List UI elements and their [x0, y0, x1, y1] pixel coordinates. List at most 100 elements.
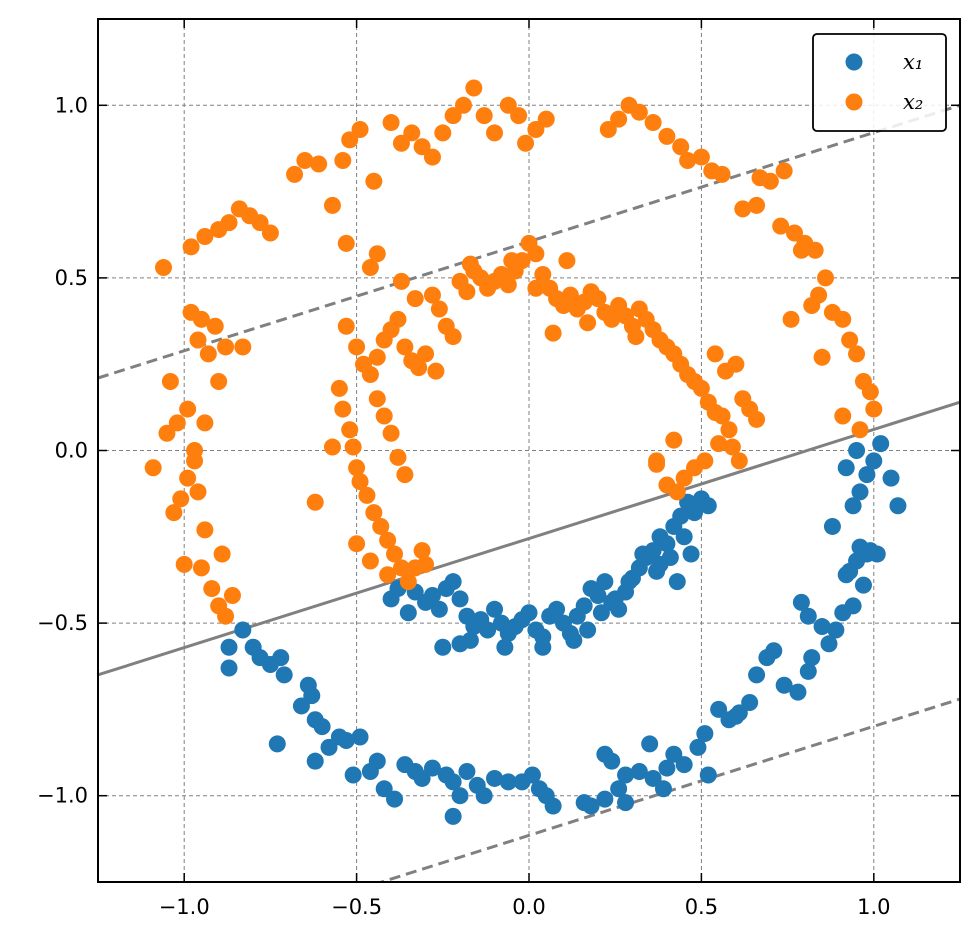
point-series-1 — [306, 752, 324, 770]
point-series-2 — [361, 552, 379, 570]
point-series-2 — [710, 435, 728, 453]
point-series-1 — [579, 621, 597, 639]
point-series-2 — [785, 224, 803, 242]
legend-label: x₂ — [903, 90, 923, 114]
point-series-2 — [392, 559, 410, 577]
point-series-2 — [192, 559, 210, 577]
point-series-1 — [575, 597, 593, 615]
point-series-2 — [720, 421, 738, 439]
point-series-2 — [503, 252, 521, 270]
point-series-2 — [358, 486, 376, 504]
point-series-2 — [475, 107, 493, 125]
point-series-1 — [820, 635, 838, 653]
x-tick-label: −1.0 — [159, 895, 210, 919]
point-series-2 — [165, 504, 183, 522]
point-series-2 — [179, 469, 197, 487]
point-series-1 — [275, 666, 293, 684]
point-series-1 — [727, 707, 745, 725]
point-series-2 — [406, 290, 424, 308]
point-series-2 — [196, 414, 214, 432]
point-series-1 — [889, 497, 907, 515]
point-series-2 — [144, 459, 162, 477]
point-series-1 — [699, 497, 717, 515]
point-series-2 — [454, 96, 472, 114]
point-series-1 — [748, 666, 766, 684]
point-series-2 — [323, 196, 341, 214]
point-series-1 — [499, 773, 517, 791]
point-series-1 — [741, 693, 759, 711]
point-series-2 — [392, 134, 410, 152]
point-series-1 — [672, 507, 690, 525]
point-series-2 — [344, 438, 362, 456]
point-series-2 — [679, 152, 697, 170]
point-series-1 — [710, 700, 728, 718]
point-series-1 — [858, 545, 876, 563]
point-series-2 — [444, 107, 462, 125]
point-series-1 — [686, 504, 704, 522]
point-series-2 — [851, 421, 869, 439]
point-series-1 — [548, 600, 566, 618]
point-series-2 — [486, 124, 504, 142]
point-series-2 — [558, 252, 576, 270]
point-series-2 — [751, 169, 769, 187]
point-series-2 — [499, 276, 517, 294]
point-series-2 — [527, 245, 545, 263]
point-series-2 — [465, 79, 483, 97]
point-series-2 — [717, 362, 735, 380]
point-series-1 — [603, 752, 621, 770]
point-series-1 — [620, 573, 638, 591]
point-series-2 — [458, 283, 476, 301]
point-series-1 — [765, 642, 783, 660]
point-series-1 — [799, 662, 817, 680]
point-series-1 — [865, 452, 883, 470]
point-series-2 — [368, 390, 386, 408]
point-series-2 — [537, 110, 555, 128]
point-series-2 — [396, 466, 414, 484]
point-series-2 — [196, 521, 214, 539]
point-series-2 — [579, 314, 597, 332]
point-series-1 — [606, 590, 624, 608]
point-series-2 — [723, 438, 741, 456]
legend: x₁ x₂ — [812, 33, 947, 132]
point-series-2 — [782, 310, 800, 328]
x-tick-label: 0.0 — [512, 895, 545, 919]
point-series-2 — [834, 310, 852, 328]
y-tick-label: −0.5 — [37, 611, 88, 635]
point-series-2 — [730, 452, 748, 470]
point-series-1 — [486, 769, 504, 787]
point-series-2 — [348, 338, 366, 356]
point-series-1 — [234, 621, 252, 639]
point-series-2 — [189, 483, 207, 501]
point-series-1 — [837, 459, 855, 477]
point-series-2 — [220, 214, 238, 232]
point-series-1 — [344, 766, 362, 784]
point-series-2 — [748, 196, 766, 214]
point-series-2 — [389, 448, 407, 466]
point-series-2 — [341, 421, 359, 439]
point-series-2 — [648, 452, 666, 470]
point-series-2 — [861, 383, 879, 401]
point-series-1 — [589, 586, 607, 604]
point-series-1 — [220, 638, 238, 656]
point-series-1 — [630, 763, 648, 781]
point-series-1 — [486, 600, 504, 618]
point-series-2 — [172, 490, 190, 508]
point-series-2 — [348, 459, 366, 477]
point-series-1 — [610, 780, 628, 798]
point-series-1 — [823, 517, 841, 535]
point-series-1 — [520, 604, 538, 622]
point-series-1 — [430, 600, 448, 618]
point-series-2 — [337, 317, 355, 335]
point-series-1 — [375, 780, 393, 798]
point-series-1 — [648, 562, 666, 580]
point-series-2 — [692, 148, 710, 166]
point-series-1 — [848, 442, 866, 459]
point-series-1 — [641, 735, 659, 753]
point-series-2 — [223, 586, 241, 604]
point-series-1 — [337, 731, 355, 749]
point-series-2 — [217, 607, 235, 625]
point-series-1 — [386, 790, 404, 808]
point-series-2 — [865, 400, 883, 418]
point-series-1 — [368, 752, 386, 770]
